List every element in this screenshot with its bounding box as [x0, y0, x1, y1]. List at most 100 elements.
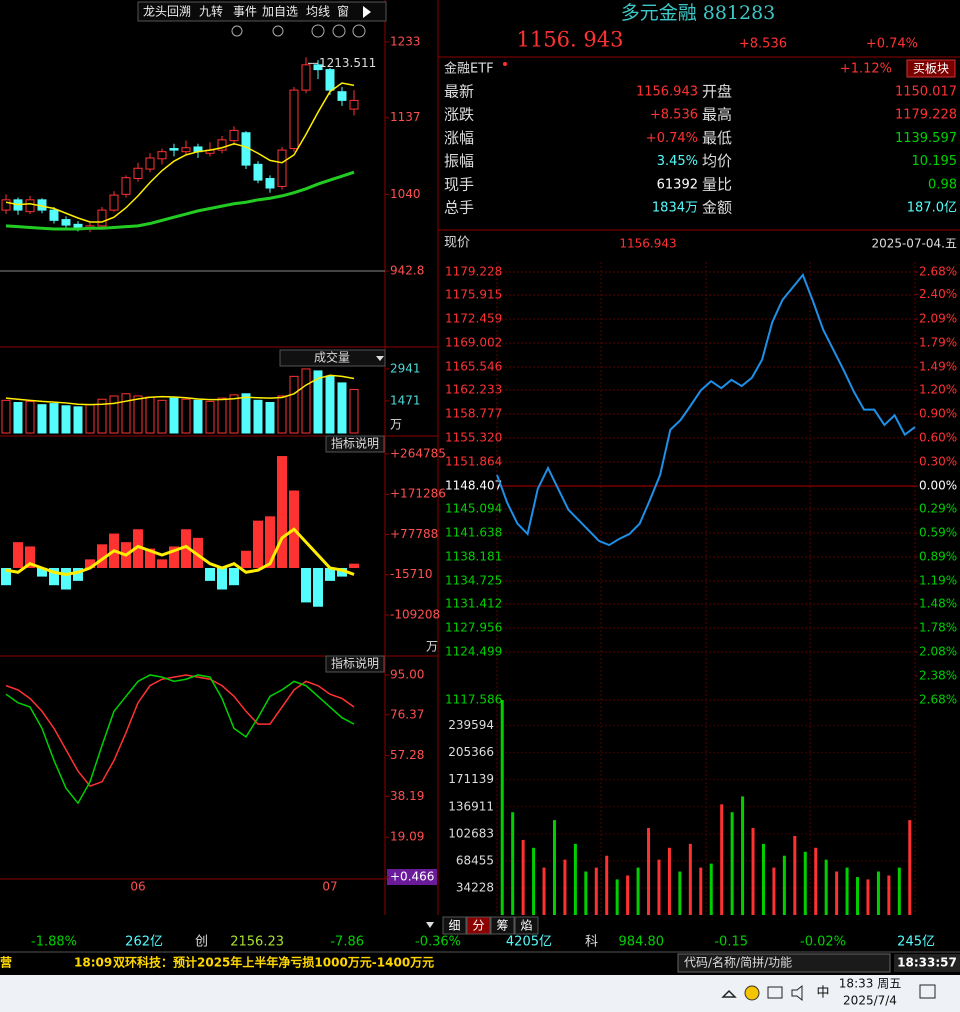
volume-bar [49, 403, 59, 434]
volume-bar [73, 406, 83, 434]
search-box[interactable] [677, 953, 891, 973]
y-tick-label: 1233 [390, 34, 421, 48]
stat-label: 均价 [702, 152, 732, 170]
toolbar-item[interactable]: 加自选 [262, 5, 298, 19]
volume-title: 成交量 [314, 350, 350, 365]
macd-bar [241, 550, 251, 568]
toolbar-item[interactable]: 事件 [233, 5, 257, 19]
ime[interactable]: 中 [816, 986, 829, 1001]
tab[interactable] [514, 916, 539, 935]
y-tick-label: 239594 [448, 718, 494, 732]
y-tick-label: 171139 [448, 772, 494, 786]
volume-bar [145, 396, 155, 434]
volume-bar [289, 375, 299, 434]
y-tick-label: -15710 [390, 567, 433, 581]
y2-tick-label: 0.59% [919, 526, 957, 540]
y-tick-label: 1141.638 [445, 525, 502, 539]
y-tick-label: 1145.094 [445, 502, 502, 516]
dot [503, 62, 507, 66]
taskbar-date[interactable]: 2025/7/4 [843, 994, 897, 1008]
toolbar-item[interactable]: 九转 [199, 4, 223, 19]
chart-label: 现价 [444, 236, 470, 251]
volume-bar [751, 828, 755, 915]
y-tick-label: 136911 [448, 799, 494, 813]
tray-icon[interactable] [767, 986, 783, 999]
tab-label: 细 [448, 919, 460, 933]
y2-tick-label: 1.19% [919, 574, 957, 588]
candle-body [301, 64, 311, 91]
volume-bar [720, 804, 724, 915]
macd-dif [5, 527, 355, 576]
taskbar-time[interactable]: 18:33 周五 [839, 977, 901, 991]
macd-bar [193, 537, 203, 568]
macd-bar [169, 546, 179, 568]
candle-body [157, 151, 167, 160]
macd-bar [133, 529, 143, 568]
volume-icon[interactable] [791, 984, 803, 1002]
candle-body [325, 69, 335, 91]
volume-ma [5, 374, 355, 406]
etf-label: 金融ETF [444, 61, 494, 77]
news-text[interactable]: 双环科技：预计2025年上半年净亏损1000万元-1400万元 [113, 955, 434, 970]
macd-bar [253, 520, 263, 568]
macd-button-box[interactable] [325, 435, 385, 453]
index-item: 262亿 [125, 935, 163, 950]
stat-label: 总手 [444, 199, 474, 217]
candle-body [253, 163, 263, 181]
tray-icon[interactable] [744, 985, 760, 1001]
y-tick-label: -109208 [390, 607, 440, 621]
kdj-button-box[interactable] [325, 655, 385, 673]
buy-button[interactable] [906, 59, 956, 78]
candle-body [97, 209, 107, 227]
volume-bar [647, 828, 651, 915]
volume-bar [169, 397, 179, 434]
download-icon[interactable] [426, 922, 434, 928]
macd-bar [145, 548, 155, 568]
tab[interactable] [490, 916, 515, 935]
toolbar-item[interactable]: 窗 [337, 5, 349, 19]
notification-icon[interactable] [919, 984, 936, 999]
candle-body [229, 129, 239, 142]
macd-bar [265, 516, 275, 568]
stat-label: 涨跌 [444, 106, 474, 124]
y-tick-label: 1117.586 [445, 693, 502, 707]
dropdown[interactable] [376, 356, 384, 361]
index-item: 245亿 [897, 935, 935, 950]
toolbar-item[interactable]: 龙头回溯 [143, 4, 191, 19]
stat-value: +8.536 [650, 108, 698, 123]
y2-tick-label: 0.29% [919, 502, 957, 516]
macd-bar [325, 567, 335, 581]
volume-bar [241, 393, 251, 434]
volume-bar [845, 867, 849, 915]
y-tick-label: +171286 [390, 487, 446, 501]
candle-body [49, 209, 59, 221]
macd-bar [97, 544, 107, 568]
candle-body [265, 178, 275, 189]
toolbar-item[interactable]: 均线 [306, 5, 330, 19]
candle-body [277, 149, 287, 187]
tab[interactable] [466, 916, 491, 935]
macd-bar [73, 567, 83, 581]
icon [231, 25, 243, 37]
volume-bar [229, 394, 239, 434]
toolbar: 龙头回溯 九转 事件 加自选 均线窗 [137, 1, 387, 22]
y-tick-label: 2941 [390, 361, 421, 375]
kdj-button: 指标说明 [331, 656, 379, 671]
y-tick-label: 1155.320 [445, 431, 502, 445]
volume-bar [61, 405, 71, 434]
tray-chevron[interactable] [721, 989, 737, 998]
volume-bar [109, 395, 119, 434]
volume-bar [157, 399, 167, 434]
tab-label: 分 [472, 919, 484, 933]
volume-bar [500, 700, 504, 915]
chart-date: 2025-07-04.五 [871, 237, 957, 251]
stat-value: 1834万 [652, 201, 698, 216]
y-tick-label: 76.37 [390, 707, 424, 721]
y2-tick-label: 1.79% [919, 336, 957, 350]
arrow-icon[interactable] [363, 6, 371, 18]
macd-bar [337, 567, 347, 577]
y-tick-label: 1162.233 [445, 383, 502, 397]
stat-label: 最低 [702, 129, 732, 147]
volume-title-box[interactable] [279, 349, 386, 367]
tab[interactable] [442, 916, 467, 935]
